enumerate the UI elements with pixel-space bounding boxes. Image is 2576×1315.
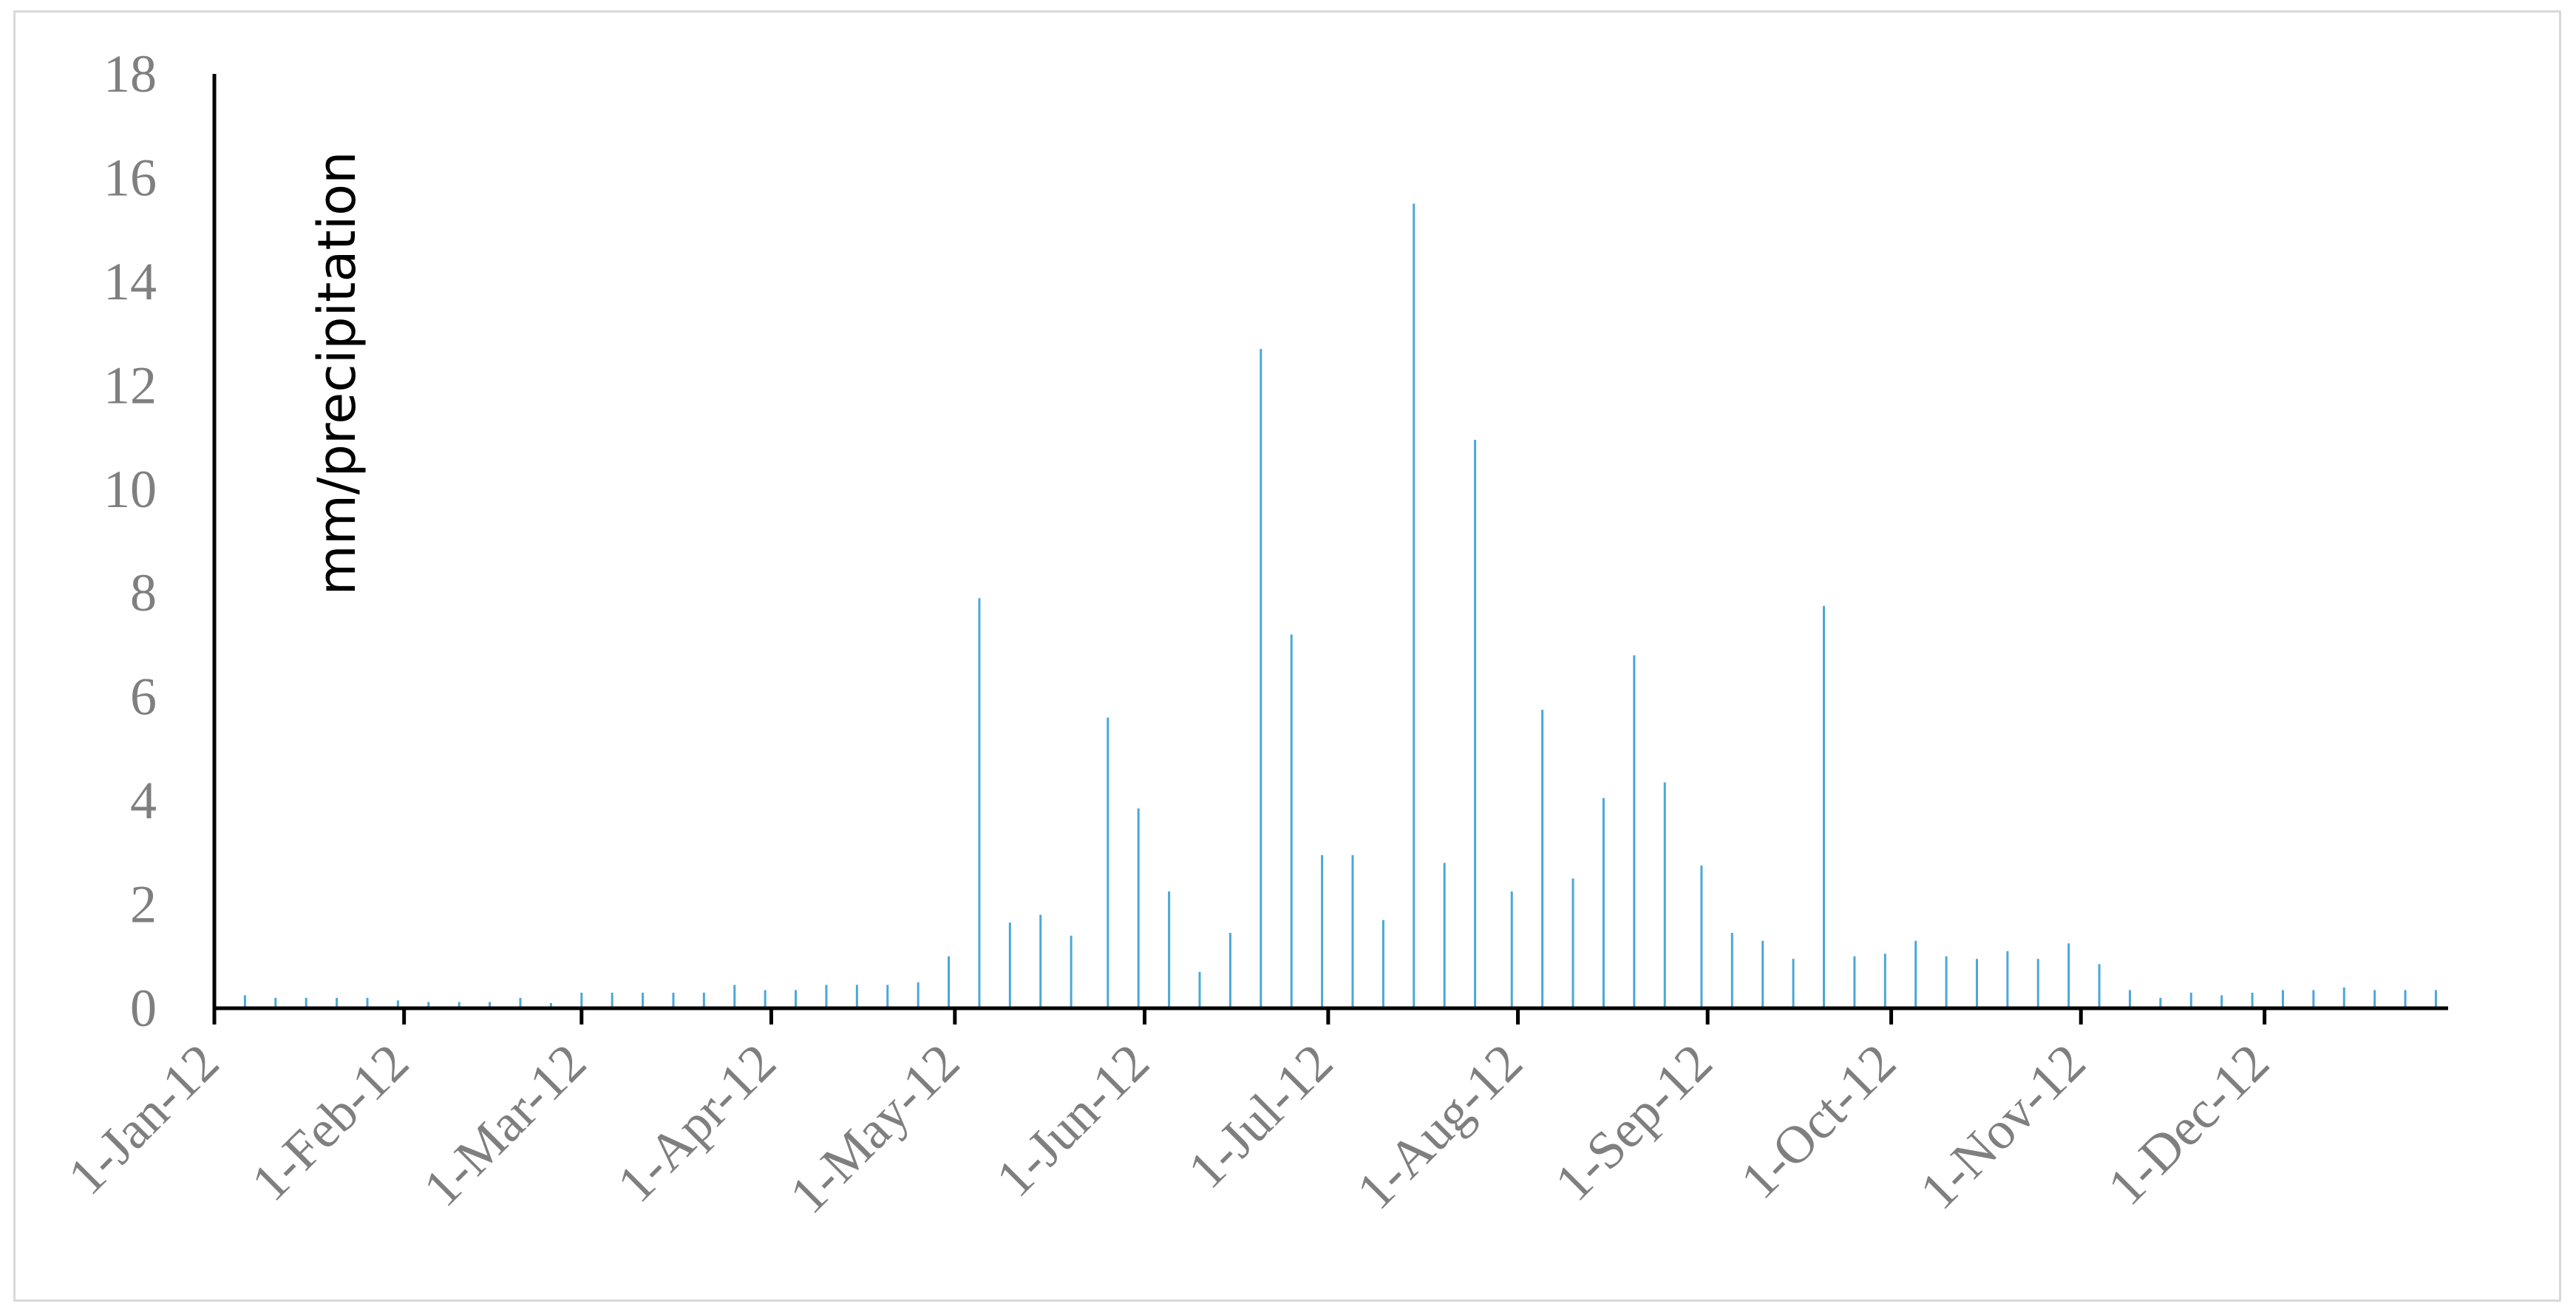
x-tick-labels: 1-Jan-12 1-Feb-121-Mar-12 1-Apr-121-May-12… <box>57 1033 2280 1225</box>
y-tick-labels: 0 2 4 6 8 10 12 14 16 18 <box>103 44 157 1038</box>
y-tick-label: 8 <box>130 563 157 622</box>
x-tick-label: 1-Nov-12 <box>1909 1033 2097 1221</box>
x-tick-label: 1-Jun-12 <box>985 1033 1160 1209</box>
x-tick-label: 1-Sep-12 <box>1543 1033 1723 1212</box>
x-tick-label: 1-Mar-12 <box>412 1033 597 1218</box>
y-tick-label: 12 <box>103 356 157 415</box>
y-tick-label: 18 <box>103 44 157 103</box>
x-tick-label: 1-Feb-12 <box>240 1033 420 1212</box>
y-tick-label: 10 <box>103 460 157 519</box>
y-tick-label: 0 <box>130 979 157 1038</box>
chart-frame <box>13 10 2561 1302</box>
y-axis-label: mm/precipitation <box>307 152 367 596</box>
y-tick-label: 4 <box>130 771 157 830</box>
x-tick-label: 1-Aug-12 <box>1345 1033 1534 1221</box>
x-tick-marks <box>212 1008 2267 1025</box>
bars-group <box>213 203 2437 1008</box>
y-tick-label: 14 <box>103 252 157 311</box>
x-tick-label: 1-Apr-12 <box>606 1033 787 1214</box>
y-tick-label: 2 <box>130 875 157 934</box>
x-tick-label: 1-Jul-12 <box>1177 1033 1344 1200</box>
x-tick-label: 1-May-12 <box>778 1033 971 1225</box>
x-tick-label: 1-Oct-12 <box>1730 1033 1907 1210</box>
x-tick-label: 1-Dec-12 <box>2096 1033 2280 1217</box>
x-tick-label: 1-Jan-12 <box>57 1033 231 1206</box>
y-tick-label: 6 <box>130 667 157 727</box>
y-tick-label: 16 <box>103 148 157 207</box>
